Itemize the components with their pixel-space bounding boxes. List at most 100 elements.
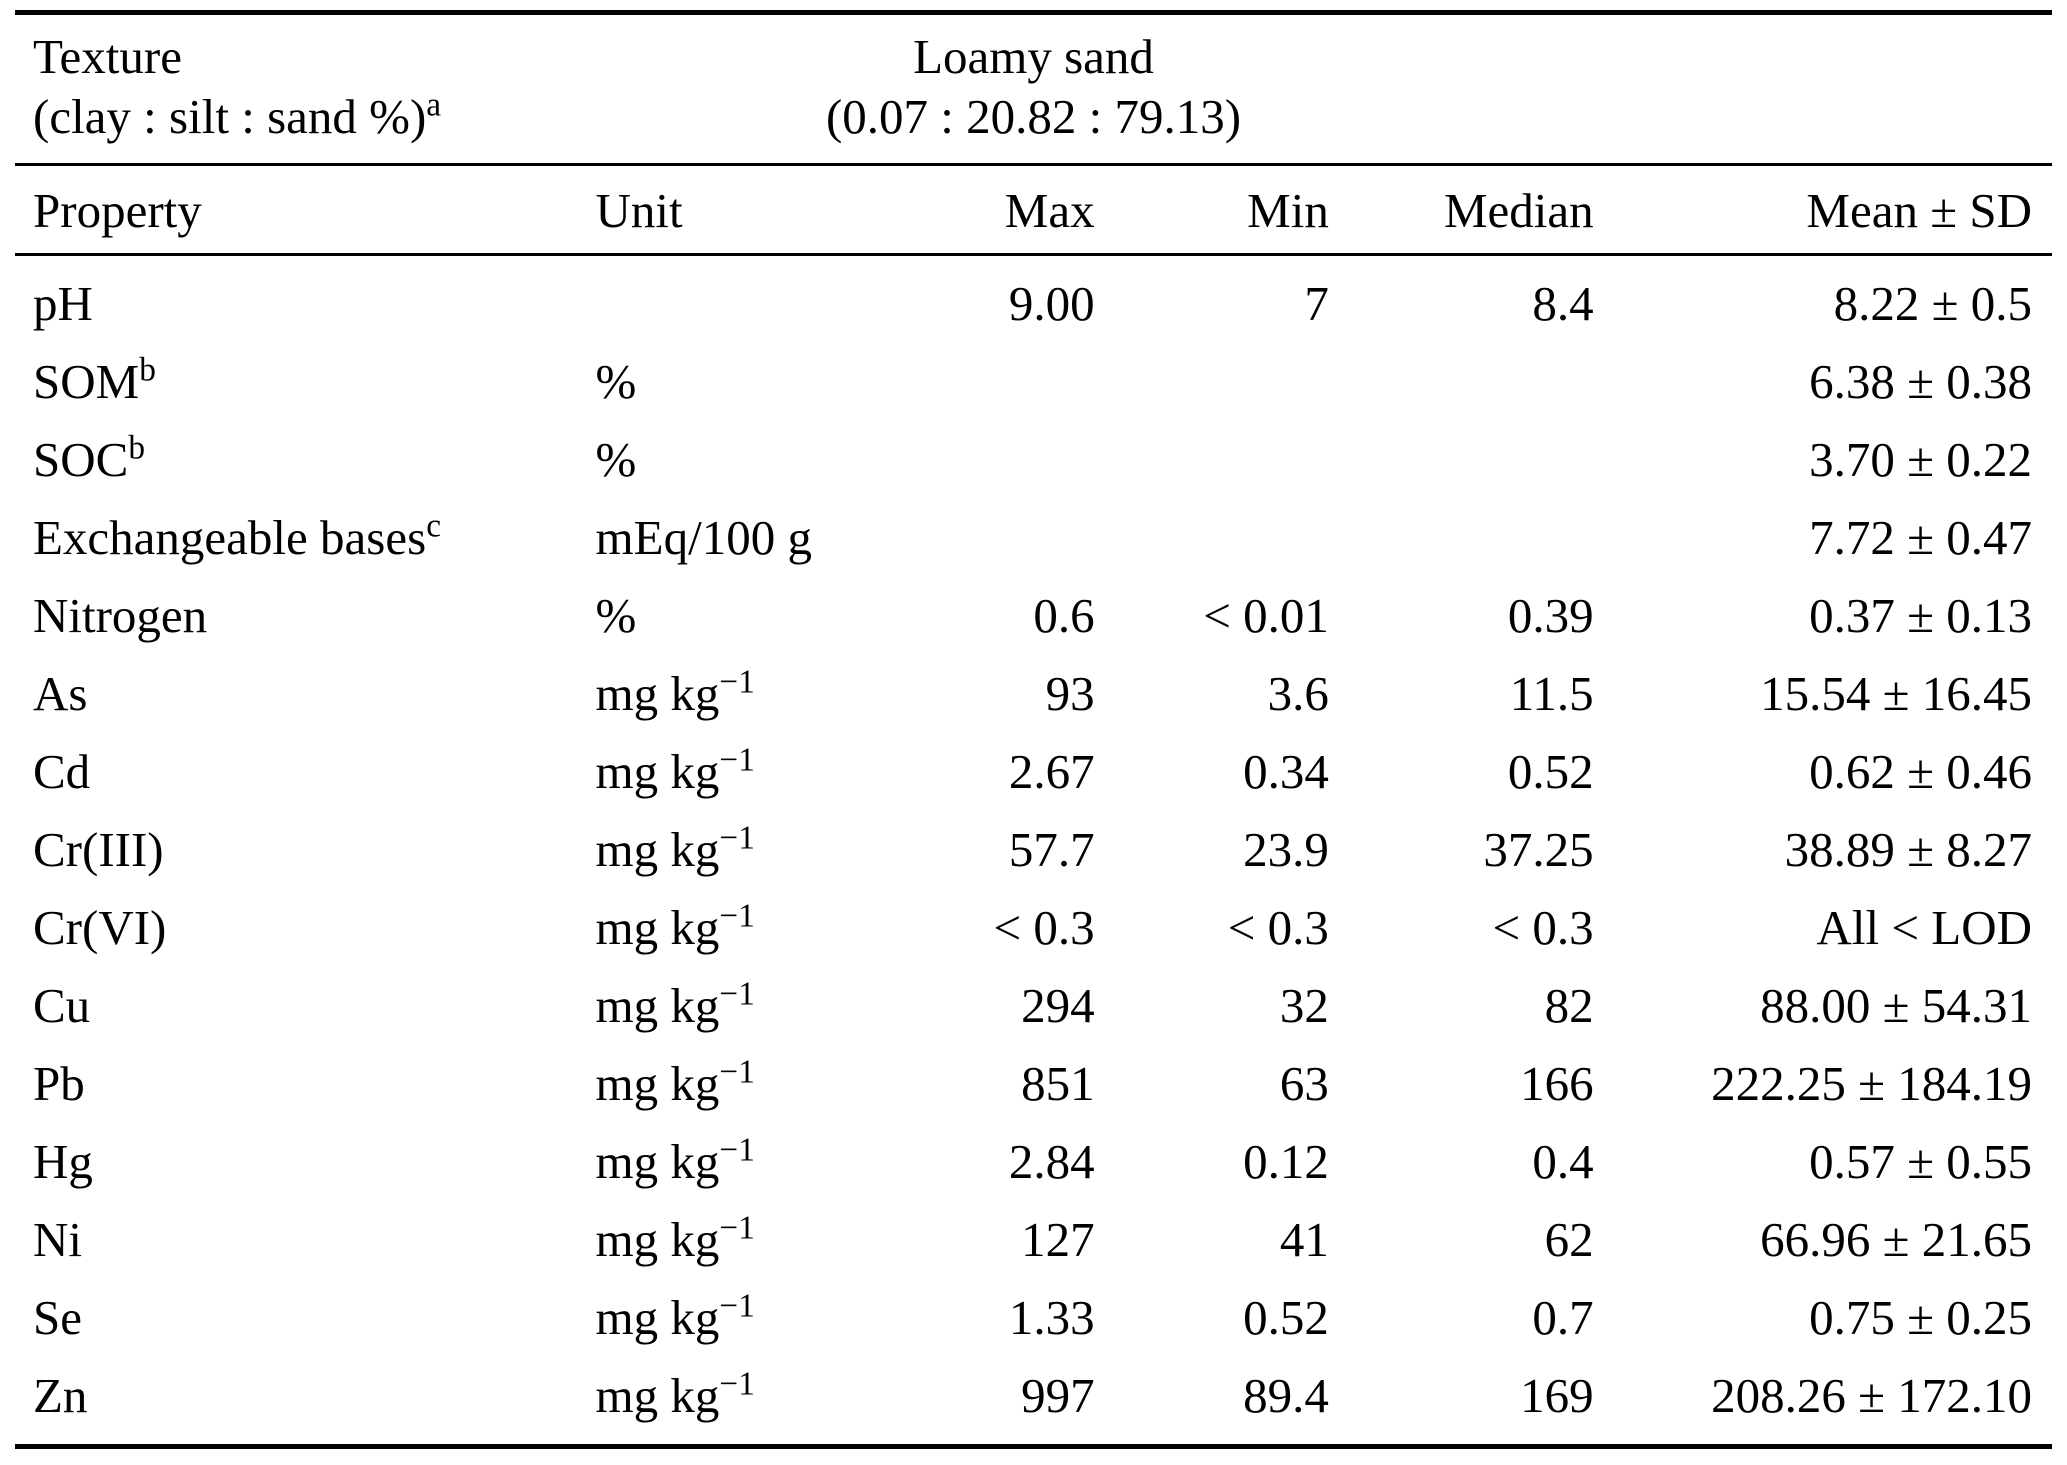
table-row: Zn mg kg−1 997 89.4 169 208.26 ± 172.10: [15, 1356, 2052, 1444]
min-cell: 7: [1304, 275, 1329, 331]
unit-label: %: [595, 587, 637, 643]
unit-label: mg kg: [595, 977, 720, 1033]
mean-sd-cell: 222.25 ± 184.19: [1711, 1055, 2032, 1111]
mean-sd-cell: All < LOD: [1816, 899, 2032, 955]
median-cell: 169: [1520, 1367, 1594, 1423]
max-cell: [871, 342, 1095, 420]
column-header-unit: Unit: [595, 166, 871, 256]
property-label: Cu: [33, 977, 91, 1033]
property-label: Exchangeable bases: [33, 509, 427, 565]
mean-sd-cell: 38.89 ± 8.27: [1784, 821, 2032, 877]
property-cell: Cd: [15, 732, 596, 810]
property-label: SOM: [33, 353, 140, 409]
table-row: Cu mg kg−1 294 32 82 88.00 ± 54.31: [15, 966, 2052, 1044]
property-label: Cr(III): [33, 821, 164, 877]
table-row: Se mg kg−1 1.33 0.52 0.7 0.75 ± 0.25: [15, 1278, 2052, 1356]
column-header-row: Property Unit Max Min Median Mean ± SD: [15, 166, 2052, 256]
property-cell: Nitrogen: [15, 576, 596, 654]
mean-sd-cell: 66.96 ± 21.65: [1760, 1211, 2032, 1267]
unit-cell: [596, 255, 871, 343]
mean-sd-cell: 0.75 ± 0.25: [1809, 1289, 2032, 1345]
max-cell: 2.67: [1008, 743, 1095, 799]
unit-exponent: −1: [719, 1365, 755, 1403]
unit-label: mg kg: [595, 899, 720, 955]
table-row: Pb mg kg−1 851 63 166 222.25 ± 184.19: [15, 1044, 2052, 1122]
unit-label: mg kg: [595, 1211, 720, 1267]
property-footnote-marker: c: [426, 507, 441, 545]
min-cell: [1095, 498, 1329, 576]
max-cell: 0.6: [1033, 587, 1095, 643]
unit-label: mg kg: [595, 1133, 720, 1189]
median-cell: 37.25: [1483, 821, 1594, 877]
property-label: pH: [33, 275, 93, 331]
min-cell: < 0.01: [1203, 587, 1329, 643]
min-cell: [1095, 420, 1329, 498]
unit-cell: mg kg−1: [596, 1122, 871, 1200]
texture-label-line1: Texture: [33, 29, 182, 84]
column-header-median: Median: [1328, 166, 1594, 256]
mean-sd-cell: 0.37 ± 0.13: [1809, 587, 2032, 643]
texture-value-line2: (0.07 : 20.82 : 79.13): [825, 89, 1242, 144]
table-row: pH 9.00 7 8.4 8.22 ± 0.5: [15, 255, 2052, 343]
property-cell: Zn: [15, 1356, 596, 1444]
property-cell: Se: [15, 1278, 596, 1356]
mean-sd-cell: 208.26 ± 172.10: [1711, 1367, 2032, 1423]
median-cell: < 0.3: [1492, 899, 1594, 955]
column-header-mean-sd: Mean ± SD: [1593, 166, 2052, 256]
unit-exponent: −1: [719, 1287, 755, 1325]
unit-label: mg kg: [595, 821, 720, 877]
table-row: As mg kg−1 93 3.6 11.5 15.54 ± 16.45: [15, 654, 2052, 732]
property-label: Cd: [33, 743, 91, 799]
median-cell: 0.52: [1507, 743, 1594, 799]
unit-cell: mg kg−1: [596, 1278, 871, 1356]
max-cell: 127: [1021, 1211, 1095, 1267]
median-cell: 166: [1520, 1055, 1594, 1111]
min-cell: 63: [1279, 1055, 1329, 1111]
property-label: Nitrogen: [33, 587, 208, 643]
median-cell: 11.5: [1509, 665, 1594, 721]
mean-sd-cell: 88.00 ± 54.31: [1760, 977, 2032, 1033]
mean-sd-cell: 3.70 ± 0.22: [1809, 431, 2032, 487]
property-footnote-marker: b: [128, 429, 145, 467]
median-cell: [1329, 498, 1594, 576]
texture-header-row: Texture (clay : silt : sand %)a Loamy sa…: [15, 15, 2052, 166]
mean-sd-cell: 0.57 ± 0.55: [1809, 1133, 2032, 1189]
unit-label: mg kg: [595, 1289, 720, 1345]
unit-label: mg kg: [595, 1367, 720, 1423]
unit-cell: mg kg−1: [596, 966, 871, 1044]
min-cell: 89.4: [1243, 1367, 1329, 1423]
property-cell: pH: [15, 255, 596, 343]
max-cell: 851: [1021, 1055, 1095, 1111]
min-cell: 32: [1279, 977, 1329, 1033]
unit-label: %: [595, 431, 637, 487]
max-cell: < 0.3: [993, 899, 1095, 955]
min-cell: [1095, 342, 1329, 420]
max-cell: 294: [1021, 977, 1095, 1033]
median-cell: 0.7: [1532, 1289, 1594, 1345]
unit-exponent: −1: [719, 819, 755, 857]
max-cell: 57.7: [1008, 821, 1095, 877]
median-cell: 0.39: [1507, 587, 1594, 643]
median-cell: [1329, 342, 1594, 420]
max-cell: [871, 498, 1095, 576]
mean-sd-cell: 6.38 ± 0.38: [1809, 353, 2032, 409]
unit-cell: %: [596, 342, 871, 420]
mean-sd-cell: 0.62 ± 0.46: [1809, 743, 2032, 799]
max-cell: 93: [1045, 665, 1095, 721]
unit-cell: mg kg−1: [596, 654, 871, 732]
property-cell: Cu: [15, 966, 596, 1044]
unit-cell: %: [596, 576, 871, 654]
median-cell: 0.4: [1532, 1133, 1594, 1189]
property-label: As: [33, 665, 88, 721]
property-label: Hg: [33, 1133, 93, 1189]
unit-cell: mg kg−1: [596, 1200, 871, 1278]
texture-value-line1: Loamy sand: [913, 29, 1154, 84]
unit-exponent: −1: [719, 1131, 755, 1169]
property-label: Zn: [33, 1367, 88, 1423]
property-footnote-marker: b: [139, 351, 156, 389]
property-cell: Cr(VI): [15, 888, 596, 966]
property-label: Se: [33, 1289, 82, 1345]
median-cell: 62: [1544, 1211, 1594, 1267]
table-row: Cr(III) mg kg−1 57.7 23.9 37.25 38.89 ± …: [15, 810, 2052, 888]
